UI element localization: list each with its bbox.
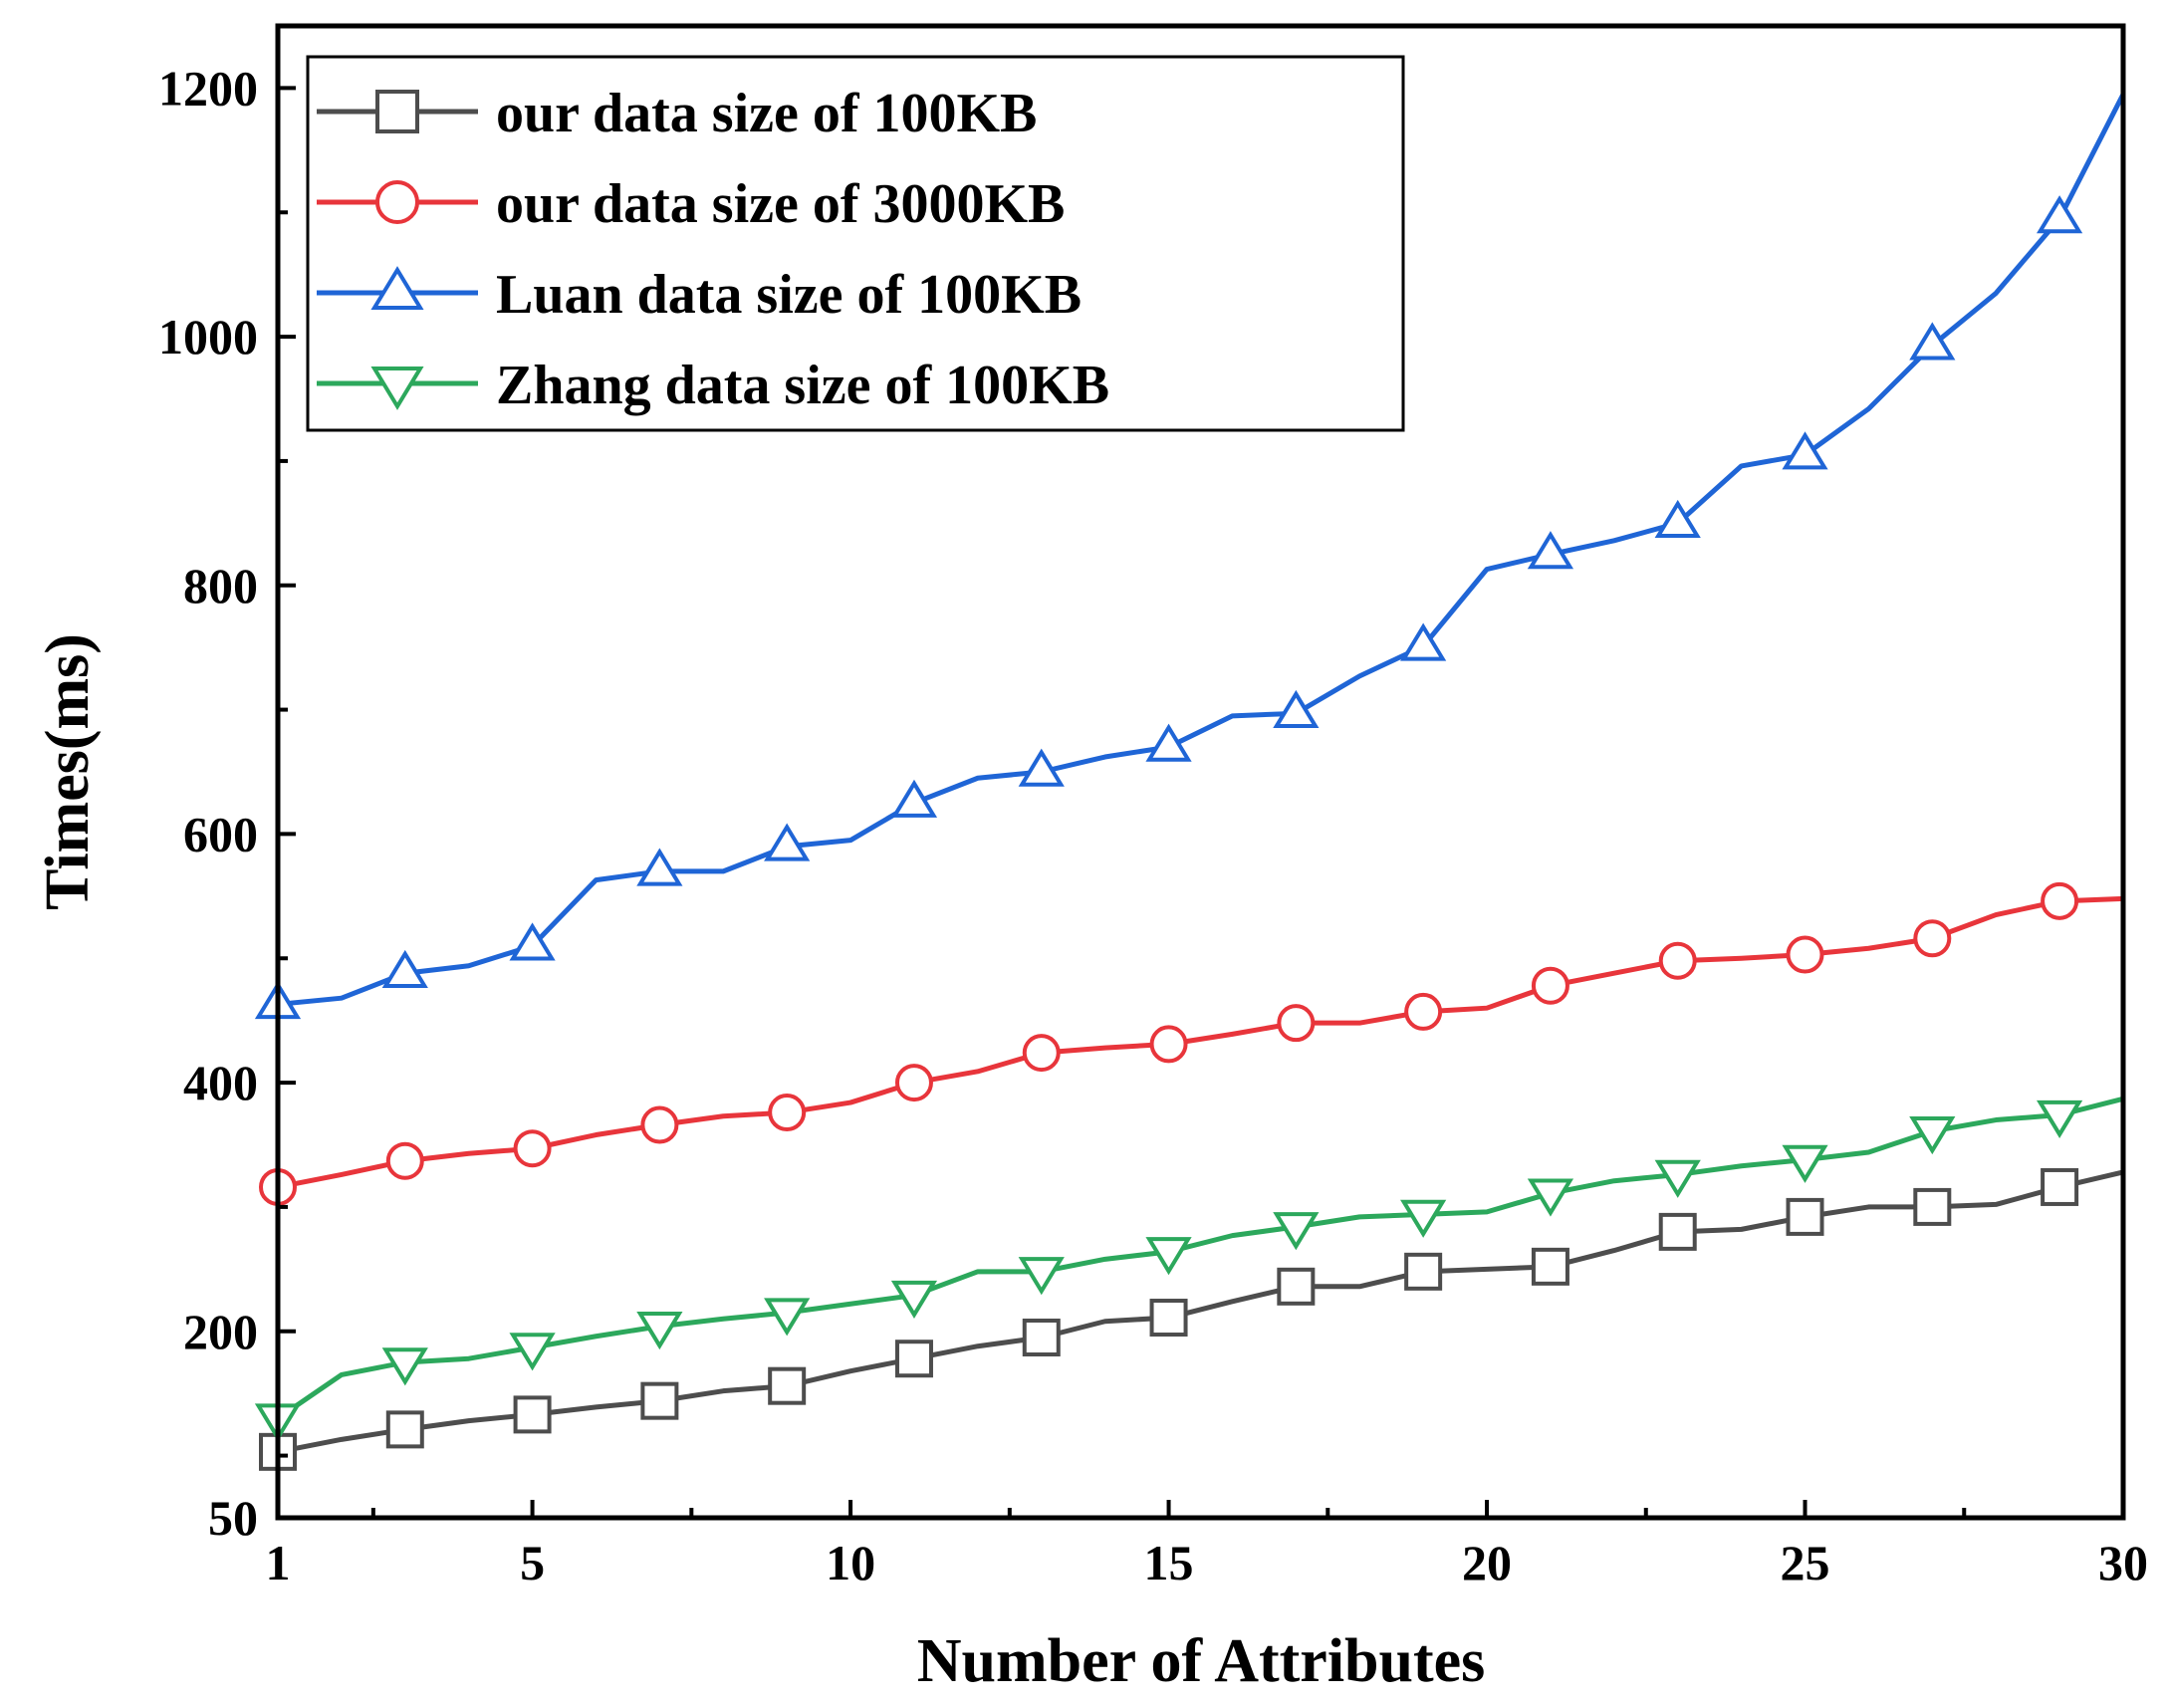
data-point: [1786, 935, 1824, 974]
data-point: [768, 1366, 807, 1405]
legend-marker: [370, 266, 424, 310]
data-point: [1273, 689, 1320, 729]
y-tick-label: 800: [183, 558, 258, 613]
series-line: [277, 93, 2126, 1007]
legend-items: our data size of 100KB our data size of 3…: [317, 83, 1109, 416]
x-tick-label: 10: [826, 1535, 875, 1590]
x-tick-label: 20: [1462, 1535, 1512, 1590]
legend-box: [306, 55, 1405, 432]
legend: our data size of 100KB our data size of 3…: [306, 55, 1405, 432]
x-tick-label: 5: [520, 1535, 545, 1590]
data-point: [894, 1340, 933, 1378]
data-point: [1273, 1212, 1320, 1251]
data-point: [1909, 322, 1956, 361]
data-point: [1913, 919, 1952, 958]
data-point: [764, 823, 811, 861]
y-tick-label: 1200: [158, 60, 258, 116]
data-point: [1527, 1178, 1574, 1217]
data-point: [1654, 1159, 1701, 1198]
data-point: [890, 1280, 938, 1319]
data-point: [1277, 1267, 1316, 1306]
data-point: [894, 1064, 933, 1102]
data-point: [1404, 1252, 1443, 1291]
data-point: [1145, 1237, 1192, 1276]
data-point: [1654, 499, 1701, 539]
y-tick-label: 50: [208, 1490, 258, 1546]
data-point: [1909, 1116, 1956, 1155]
legend-label: Luan data size of 100KB: [496, 264, 1082, 326]
data-point: [513, 1395, 552, 1434]
legend-label: our data size of 3000KB: [496, 173, 1065, 235]
data-point: [1400, 1199, 1447, 1238]
data-point: [1531, 1247, 1569, 1286]
legend-marker: [370, 366, 424, 410]
data-point: [1531, 966, 1569, 1005]
data-point: [764, 1298, 811, 1337]
data-point: [381, 1347, 428, 1386]
series-3: [254, 93, 2126, 1020]
data-point: [509, 1333, 556, 1371]
data-point: [385, 1141, 424, 1180]
y-tick-label: 600: [183, 806, 258, 861]
data-point: [636, 1312, 683, 1350]
legend-item: our data size of 3000KB: [317, 173, 1065, 235]
data-point: [1277, 1004, 1316, 1043]
legend-label: Zhang data size of 100KB: [496, 355, 1109, 416]
data-point: [1782, 1144, 1828, 1183]
y-tick-label: 400: [183, 1055, 258, 1110]
legend-marker: [375, 90, 419, 133]
data-point: [1149, 1025, 1188, 1064]
data-point: [1782, 431, 1828, 470]
data-point: [385, 1410, 424, 1449]
legend-marker: [375, 180, 419, 224]
data-point: [2037, 195, 2083, 234]
x-tick-label: 30: [2098, 1535, 2148, 1590]
y-tick-label: 1000: [158, 309, 258, 365]
data-point: [636, 848, 683, 886]
data-point: [890, 779, 938, 818]
x-tick-label: 15: [1144, 1535, 1194, 1590]
data-point: [1404, 992, 1443, 1031]
data-point: [513, 1129, 552, 1168]
data-point: [1145, 723, 1192, 762]
data-point: [1786, 1197, 1824, 1236]
legend-label: our data size of 100KB: [496, 83, 1037, 144]
data-point: [1149, 1299, 1188, 1338]
data-point: [1022, 1318, 1061, 1356]
data-point: [2037, 1099, 2083, 1138]
x-tick-label: 25: [1781, 1535, 1830, 1590]
data-point: [1400, 622, 1447, 661]
data-point: [1527, 531, 1574, 570]
legend-item: Zhang data size of 100KB: [317, 355, 1109, 416]
data-point: [1018, 1257, 1065, 1296]
plot-frame: [275, 23, 2126, 1521]
legend-item: Luan data size of 100KB: [317, 264, 1082, 326]
data-point: [509, 922, 556, 961]
data-point: [1658, 1212, 1697, 1251]
data-point: [2041, 1167, 2079, 1206]
data-point: [1018, 748, 1065, 787]
x-tick-label: 1: [266, 1535, 291, 1590]
data-point: [1913, 1187, 1952, 1226]
data-point: [640, 1105, 679, 1144]
legend-item: our data size of 100KB: [317, 83, 1037, 144]
y-tick-label: 200: [183, 1304, 258, 1359]
data-point: [2041, 881, 2079, 920]
data-point: [1022, 1034, 1061, 1073]
data-point: [381, 949, 428, 988]
y-axis-title: Times(ms): [34, 633, 102, 910]
data-point: [768, 1094, 807, 1132]
data-point: [1658, 941, 1697, 980]
x-axis-title: Number of Attributes: [917, 1627, 1486, 1695]
data-point: [640, 1381, 679, 1420]
